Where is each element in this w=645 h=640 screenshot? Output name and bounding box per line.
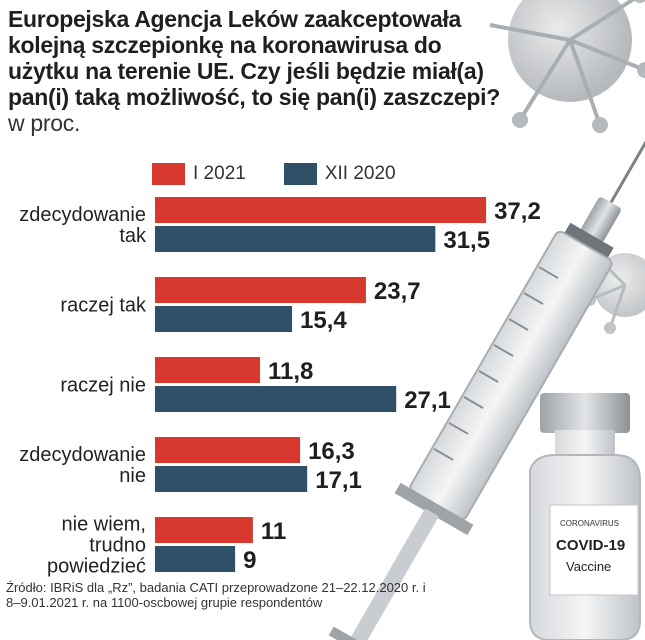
value-label-series-1-cat-1: 37,2 — [494, 198, 541, 225]
legend-item-series-2: XII 2020 — [283, 163, 396, 185]
legend-label-series-1: I 2021 — [193, 163, 246, 184]
category-label-5-line-2: trudno — [89, 535, 146, 557]
category-label-5-line-3: powiedzieć — [47, 556, 146, 578]
category-label-4-line-2: nie — [119, 465, 146, 487]
vial-label-top: CORONAVIRUS — [560, 519, 619, 528]
value-label-series-2-cat-3: 27,1 — [404, 387, 451, 414]
bar-series-2-cat-2 — [155, 306, 293, 332]
bar-series-2-cat-5 — [155, 546, 236, 572]
chart-title: Europejska Agencja Leków zaakceptowała k… — [8, 6, 508, 136]
source-note: Źródło: IBRiS dla „Rz”, badania CATI prz… — [6, 580, 426, 610]
bar-series-1-cat-5 — [155, 517, 253, 543]
vial-label-sub: Vaccine — [566, 559, 611, 574]
vaccine-vial-icon: CORONAVIRUS COVID-19 Vaccine — [529, 393, 641, 640]
category-label-3-line-1: raczej nie — [60, 375, 146, 397]
value-label-series-1-cat-5: 11 — [261, 518, 286, 545]
value-label-series-2-cat-2: 15,4 — [300, 307, 347, 334]
vial-label-main: COVID-19 — [556, 537, 625, 554]
virus-icon — [489, 0, 645, 133]
category-label-4-line-1: zdecydowanie — [19, 444, 146, 466]
legend-swatch-series-2 — [283, 163, 317, 185]
bar-series-1-cat-3 — [155, 357, 261, 383]
value-label-series-1-cat-3: 11,8 — [268, 358, 313, 385]
value-label-series-1-cat-2: 23,7 — [374, 278, 421, 305]
legend-item-series-1: I 2021 — [152, 163, 246, 185]
bar-series-2-cat-1 — [155, 226, 436, 252]
legend-swatch-series-1 — [152, 163, 185, 185]
value-label-series-2-cat-1: 31,5 — [443, 227, 490, 254]
bar-series-2-cat-3 — [155, 386, 397, 412]
value-label-series-2-cat-5: 9 — [243, 547, 256, 574]
bar-series-2-cat-4 — [155, 466, 308, 492]
bar-series-1-cat-4 — [155, 437, 301, 463]
category-label-5-line-1: nie wiem, — [62, 514, 146, 536]
bar-series-1-cat-2 — [155, 277, 366, 303]
chart-title-text: Europejska Agencja Leków zaakceptowała k… — [8, 6, 501, 110]
syringe-icon — [328, 125, 645, 640]
value-label-series-1-cat-4: 16,3 — [308, 438, 355, 465]
chart-legend: I 2021 XII 2020 — [152, 163, 434, 185]
legend-label-series-2: XII 2020 — [324, 163, 396, 184]
category-label-2-line-1: raczej tak — [60, 295, 147, 317]
category-label-1-line-2: tak — [119, 225, 147, 247]
chart-unit: w proc. — [8, 110, 81, 136]
category-label-1-line-1: zdecydowanie — [19, 204, 146, 226]
bar-series-1-cat-1 — [155, 197, 487, 223]
value-label-series-2-cat-4: 17,1 — [315, 467, 362, 494]
